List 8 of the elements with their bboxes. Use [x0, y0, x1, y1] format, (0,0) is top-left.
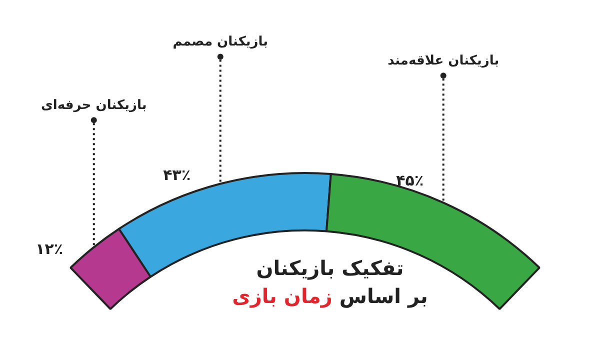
text: بر اساس زمان بازی: [232, 284, 428, 308]
data-label: ۴۵٪: [396, 172, 424, 190]
slice-label: بازیکنان مصمم: [172, 34, 268, 50]
slice-label: بازیکنان حرفه‌ای: [41, 98, 147, 114]
text: تفکیک بازیکنان: [255, 256, 405, 280]
data-label: ۱۲٪: [36, 240, 64, 258]
slice-label: بازیکنان علاقه‌مند: [388, 54, 500, 69]
data-label: ۴۳٪: [163, 166, 191, 184]
